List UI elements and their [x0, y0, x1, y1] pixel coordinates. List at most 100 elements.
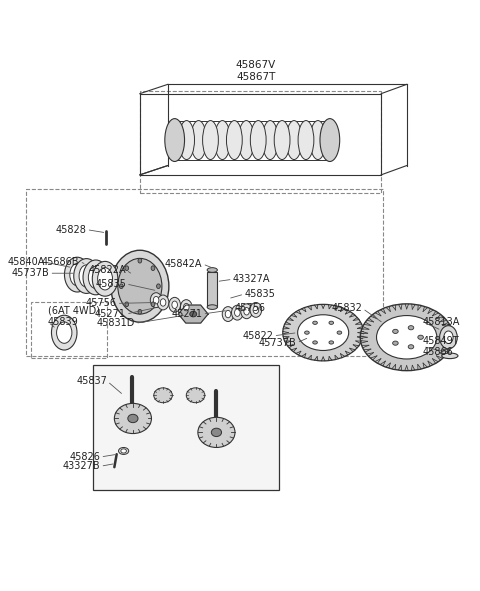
- Ellipse shape: [225, 310, 231, 318]
- Ellipse shape: [51, 315, 77, 350]
- Ellipse shape: [283, 304, 363, 361]
- Ellipse shape: [320, 119, 340, 161]
- Ellipse shape: [215, 121, 230, 160]
- Text: 45840A: 45840A: [7, 257, 45, 267]
- Ellipse shape: [83, 260, 108, 295]
- Ellipse shape: [125, 266, 129, 271]
- Ellipse shape: [418, 335, 423, 339]
- Text: 45831D: 45831D: [97, 319, 135, 329]
- Ellipse shape: [118, 258, 162, 314]
- Ellipse shape: [313, 321, 317, 324]
- Ellipse shape: [298, 315, 348, 350]
- Ellipse shape: [64, 257, 90, 292]
- Ellipse shape: [151, 266, 155, 271]
- Ellipse shape: [241, 304, 252, 319]
- Ellipse shape: [322, 121, 338, 160]
- Text: 45822: 45822: [242, 331, 274, 341]
- Ellipse shape: [160, 298, 166, 306]
- Text: 43327A: 43327A: [233, 274, 270, 284]
- Ellipse shape: [179, 121, 194, 160]
- Ellipse shape: [235, 309, 240, 316]
- Text: 45835: 45835: [244, 289, 275, 299]
- Text: 45822A: 45822A: [88, 265, 126, 275]
- Ellipse shape: [114, 404, 152, 434]
- Ellipse shape: [231, 305, 243, 320]
- Ellipse shape: [165, 119, 184, 161]
- Ellipse shape: [442, 353, 458, 359]
- Ellipse shape: [70, 264, 84, 286]
- Ellipse shape: [79, 265, 94, 287]
- Ellipse shape: [207, 268, 217, 272]
- Text: (6AT 4WD): (6AT 4WD): [48, 306, 100, 316]
- Ellipse shape: [298, 121, 314, 160]
- Text: 45849T
45866: 45849T 45866: [423, 336, 459, 358]
- Ellipse shape: [153, 297, 159, 304]
- Ellipse shape: [274, 121, 290, 160]
- Ellipse shape: [305, 331, 309, 335]
- Polygon shape: [179, 305, 208, 323]
- Text: 45813A: 45813A: [423, 317, 460, 327]
- Text: 45839: 45839: [48, 317, 79, 327]
- Ellipse shape: [180, 300, 192, 314]
- Ellipse shape: [157, 295, 169, 310]
- Text: 45737B: 45737B: [12, 268, 49, 278]
- Text: 43327B: 43327B: [63, 461, 100, 471]
- Ellipse shape: [97, 268, 112, 290]
- Text: 45826: 45826: [70, 452, 100, 462]
- Ellipse shape: [125, 302, 129, 307]
- Ellipse shape: [262, 121, 278, 160]
- Ellipse shape: [329, 321, 334, 324]
- Text: 45271: 45271: [171, 309, 203, 319]
- Ellipse shape: [337, 331, 342, 335]
- Ellipse shape: [150, 293, 162, 307]
- Ellipse shape: [169, 297, 180, 312]
- Ellipse shape: [222, 307, 234, 322]
- Ellipse shape: [393, 329, 398, 333]
- Ellipse shape: [121, 449, 126, 453]
- Ellipse shape: [203, 121, 218, 160]
- Ellipse shape: [57, 322, 72, 343]
- Ellipse shape: [128, 414, 138, 423]
- Ellipse shape: [207, 305, 217, 310]
- Ellipse shape: [74, 259, 99, 293]
- Ellipse shape: [151, 302, 155, 307]
- Ellipse shape: [120, 284, 123, 288]
- Ellipse shape: [310, 121, 326, 160]
- Ellipse shape: [111, 250, 169, 322]
- Ellipse shape: [211, 428, 222, 437]
- Text: 45837: 45837: [76, 376, 108, 387]
- Ellipse shape: [251, 121, 266, 160]
- Text: 45686B: 45686B: [42, 256, 80, 267]
- Text: 45867V
45867T: 45867V 45867T: [236, 60, 276, 82]
- Ellipse shape: [444, 331, 453, 343]
- Text: 45737B: 45737B: [259, 338, 297, 348]
- Ellipse shape: [440, 326, 457, 349]
- Ellipse shape: [376, 316, 437, 359]
- Ellipse shape: [244, 307, 250, 315]
- Ellipse shape: [191, 121, 206, 160]
- Text: 45828: 45828: [56, 225, 86, 235]
- Text: 45271: 45271: [95, 309, 126, 319]
- Text: 45756: 45756: [235, 303, 266, 313]
- Ellipse shape: [250, 303, 262, 317]
- Ellipse shape: [138, 310, 142, 314]
- Ellipse shape: [360, 304, 453, 371]
- Ellipse shape: [119, 447, 129, 454]
- Ellipse shape: [92, 261, 118, 296]
- Ellipse shape: [167, 121, 182, 160]
- Ellipse shape: [313, 341, 317, 344]
- Ellipse shape: [253, 306, 259, 314]
- Ellipse shape: [138, 258, 142, 263]
- Text: 45756: 45756: [85, 298, 117, 309]
- Ellipse shape: [393, 341, 398, 345]
- Ellipse shape: [172, 301, 178, 309]
- Ellipse shape: [198, 417, 235, 447]
- Ellipse shape: [408, 345, 414, 349]
- Ellipse shape: [154, 388, 172, 402]
- Ellipse shape: [408, 326, 414, 330]
- Text: 45842A: 45842A: [165, 259, 203, 269]
- FancyBboxPatch shape: [207, 272, 217, 307]
- Ellipse shape: [88, 267, 103, 288]
- Ellipse shape: [190, 311, 197, 317]
- FancyBboxPatch shape: [94, 365, 279, 491]
